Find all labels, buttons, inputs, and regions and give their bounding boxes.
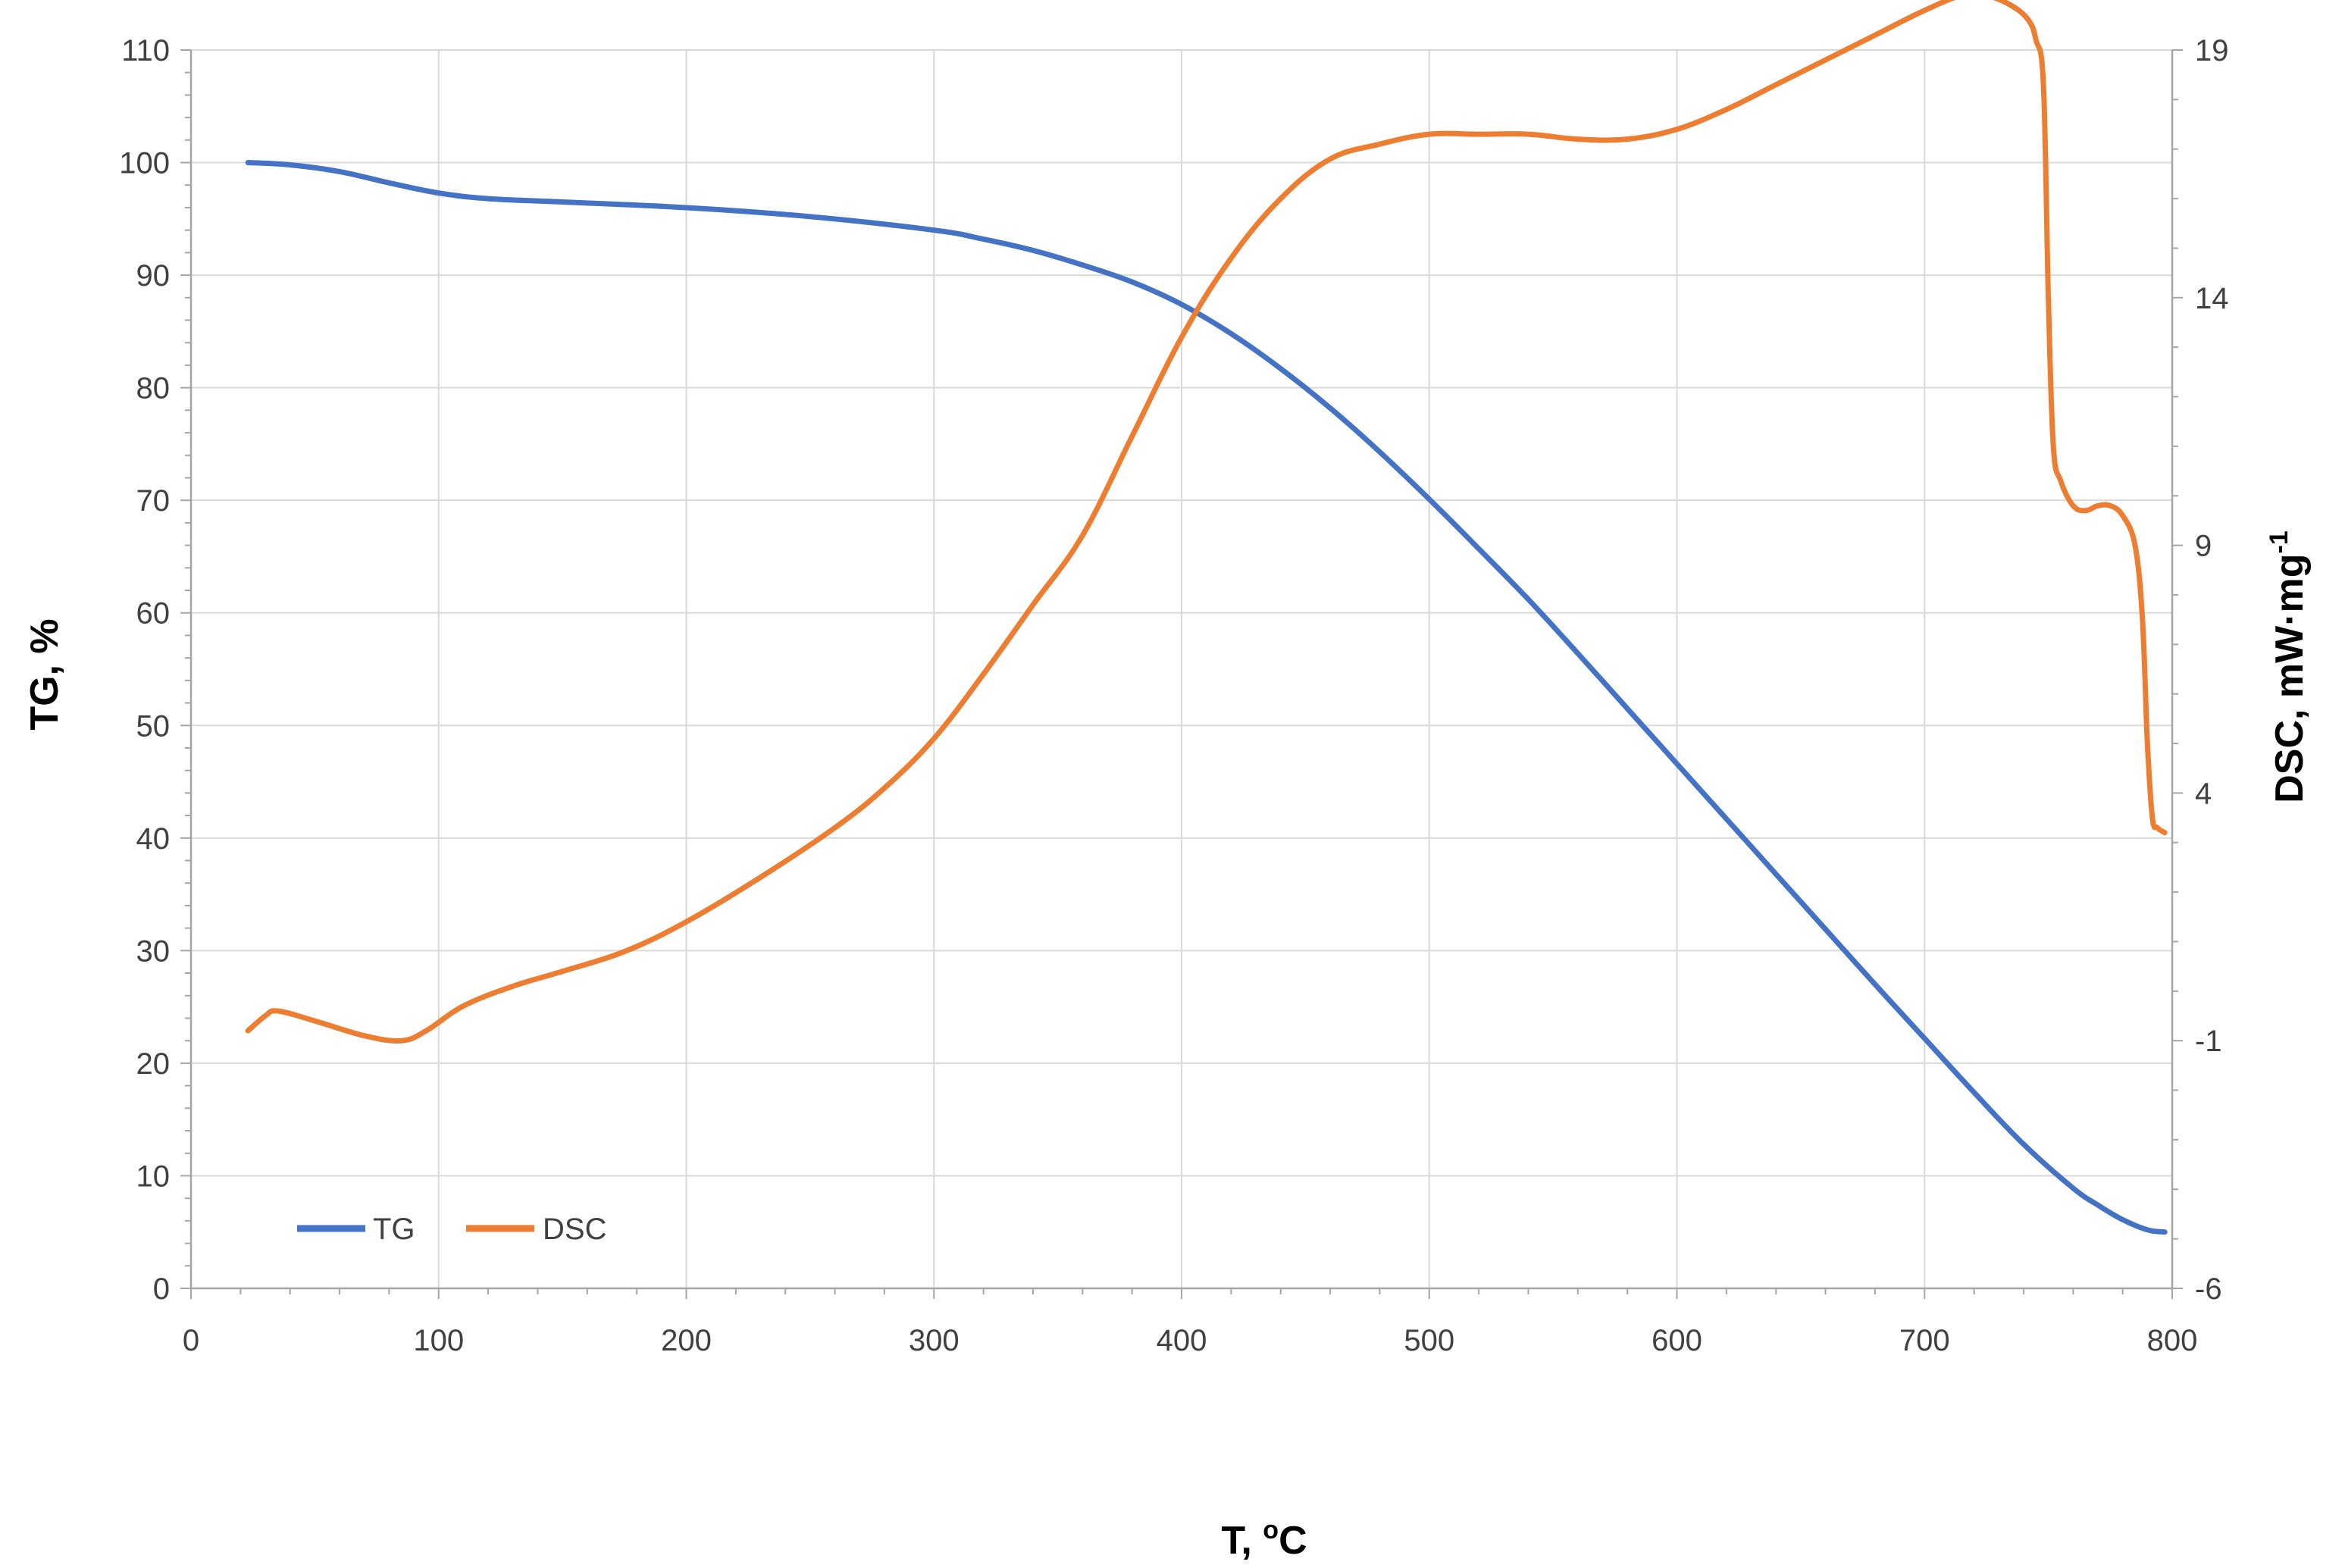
x-axis-title-unit: C xyxy=(1279,1519,1307,1563)
x-tick-label: 200 xyxy=(661,1324,712,1357)
y-axis-title: TG, % xyxy=(23,618,67,730)
y2-tick-label: 9 xyxy=(2195,530,2212,563)
y2-tick-label: 19 xyxy=(2195,34,2229,67)
y-tick-label: 20 xyxy=(136,1047,171,1081)
y-tick-label: 100 xyxy=(119,147,170,180)
y2-axis-title-sup: -1 xyxy=(2265,530,2293,553)
y-tick-label: 70 xyxy=(136,484,171,518)
y-tick-label: 10 xyxy=(136,1160,171,1193)
x-axis-title: T, oC xyxy=(1221,1516,1307,1563)
axes xyxy=(180,49,2183,1299)
gridlines xyxy=(191,49,2172,1288)
y2-tick-label: -6 xyxy=(2195,1272,2222,1306)
x-axis-title-text: T, xyxy=(1221,1519,1263,1563)
x-tick-label: 700 xyxy=(1899,1324,1950,1357)
y2-tick-label: 4 xyxy=(2195,777,2212,810)
y-tick-label: 80 xyxy=(136,372,171,405)
x-axis-title-sup: o xyxy=(1263,1516,1279,1545)
y2-axis-title: DSC, mW·mg-1 xyxy=(2265,530,2312,803)
x-tick-label: 500 xyxy=(1404,1324,1454,1357)
x-tick-label: 0 xyxy=(183,1324,199,1357)
x-tick-label: 600 xyxy=(1652,1324,1702,1357)
x-tick-label: 400 xyxy=(1157,1324,1207,1357)
y-tick-label: 60 xyxy=(136,597,171,631)
legend-label-dsc: DSC xyxy=(543,1213,606,1246)
legend: TG DSC xyxy=(297,1213,606,1246)
legend-label-tg: TG xyxy=(373,1213,415,1246)
y-tick-label: 50 xyxy=(136,709,171,743)
tick-labels: 0 10 20 30 40 50 60 70 80 90 100 110 -6 -1 4 9 14 19 0 100 2… xyxy=(119,34,2228,1357)
x-tick-label: 800 xyxy=(2147,1324,2198,1357)
y-tick-label: 30 xyxy=(136,934,171,968)
series-lines xyxy=(245,0,2168,1235)
y2-axis-title-text: DSC, mW·mg xyxy=(2268,553,2312,803)
y2-tick-label: -1 xyxy=(2195,1025,2222,1058)
y-tick-label: 40 xyxy=(136,822,171,856)
y2-tick-label: 14 xyxy=(2195,282,2229,315)
y-tick-label: 0 xyxy=(153,1272,170,1306)
y-tick-label: 110 xyxy=(121,34,170,67)
y-tick-label: 90 xyxy=(136,259,171,293)
series-line-dsc xyxy=(245,0,2168,1044)
x-tick-label: 300 xyxy=(909,1324,960,1357)
x-tick-label: 100 xyxy=(413,1324,464,1357)
series-line-tg xyxy=(245,160,2168,1235)
